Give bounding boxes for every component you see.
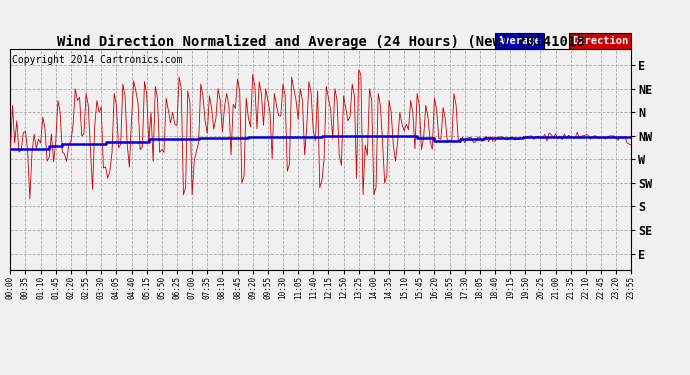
Text: Copyright 2014 Cartronics.com: Copyright 2014 Cartronics.com (12, 56, 182, 65)
Title: Wind Direction Normalized and Average (24 Hours) (New) 20141018: Wind Direction Normalized and Average (2… (57, 34, 584, 49)
Text: Average: Average (497, 36, 542, 46)
Text: Direction: Direction (572, 36, 628, 46)
